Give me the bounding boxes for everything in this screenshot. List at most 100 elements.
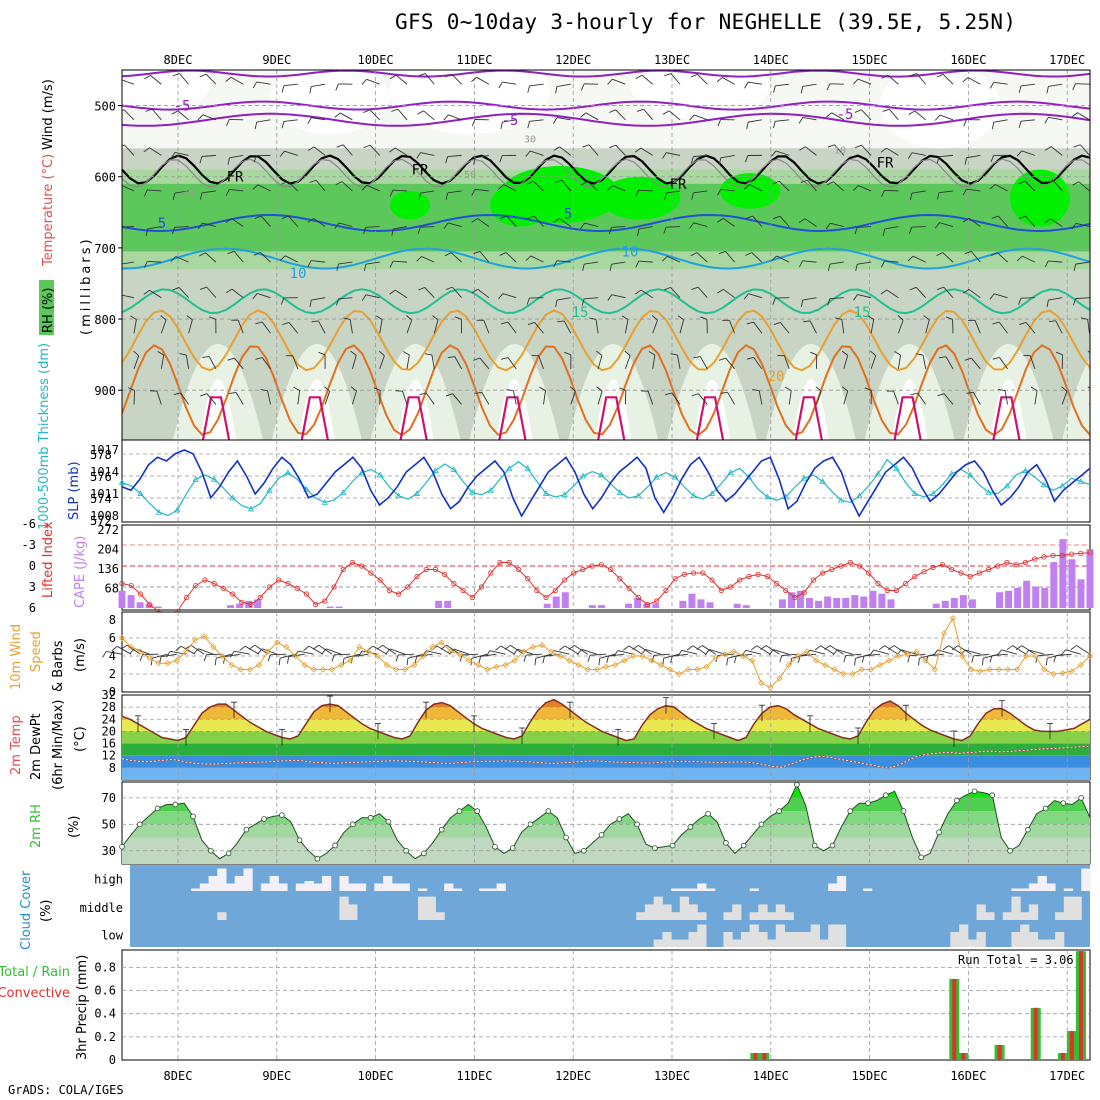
wind-speed-point [749,657,756,664]
precip-tick-0.6: 0.6 [94,984,116,998]
upper-wind-barb [288,322,299,334]
wind10m-barb-flag [971,655,975,663]
wind10m-barb [608,653,625,657]
upper-wind-barb-flag [773,121,776,129]
upper-wind-barb [313,146,326,156]
wind10m-barb [937,649,954,655]
wind10m-barb-flag [534,658,537,666]
upper-wind-barb-flag [391,108,399,112]
upper-wind-barb [612,185,626,192]
upper-wind-barb-flag [118,227,120,234]
rh-point [634,821,640,828]
upper-wind-barb-flag [716,189,722,196]
wind-speed-point [456,651,463,658]
run-total-label: Run Total = 3.06 [958,953,1074,967]
wind10m-barb-flag [257,648,263,655]
wind-speed-point [283,643,290,651]
upper-wind-barb [1050,146,1063,156]
cape-bar [697,599,705,608]
cloud-bar-low [697,924,707,947]
upper-wind-barb-flag [336,298,339,306]
upper-wind-barb-flag [527,85,531,93]
cape-bar [887,599,895,608]
thickness-point [653,473,660,480]
upper-wind-barb [133,319,137,334]
li-point [312,601,319,608]
contour-30 [597,396,626,440]
wind-speed-point [301,661,308,669]
cape-bar [634,597,642,608]
pressure-tick-800: 800 [94,313,116,327]
cloud-bar-low [679,939,690,947]
wind10m-barb [398,653,415,656]
rh-point [865,800,871,806]
upper-wind-barb [529,119,544,122]
cloud-bar-high [269,876,279,891]
upper-wind-barb [556,260,571,263]
upper-wind-barb-flag [255,321,263,325]
li-tick--3: -3 [22,538,36,552]
upper-wind-barb-flag [908,226,913,234]
bottom-date-12dec: 12DEC [555,1069,591,1083]
cloud-bar-high [444,883,454,891]
thickness-point [284,469,292,476]
upper-wind-barb-flag [419,392,427,396]
wind10m-barb [672,653,689,657]
rh-point [829,842,836,849]
upper-wind-barb-flag [255,357,263,360]
upper-wind-barb [297,390,301,405]
wind-speed-point [566,657,573,664]
li-point [248,601,254,608]
cape-bar [444,600,452,608]
upper-wind-barb [379,319,383,334]
upper-wind-barb [421,256,435,263]
wind10m-barb [279,653,296,659]
wind-speed-point [730,648,737,655]
wind-speed-point [210,643,217,651]
upper-wind-barb [452,393,462,405]
cloud-bar-high [1028,883,1039,891]
wind10m-barb [198,648,214,655]
thickness-point [966,471,974,478]
upper-wind-barb [834,144,845,156]
wind10m-barb-flag [485,650,491,657]
upper-wind-barb [338,297,353,300]
upper-wind-barb-flag [945,316,953,320]
wind10m-barb [152,653,168,659]
upper-wind-barb [693,154,708,158]
rh-point [190,813,196,820]
upper-wind-barb-flag [309,300,312,308]
wind-speed-point [648,657,655,664]
wind-speed-point [995,666,1002,673]
wind-speed-point [173,657,180,664]
upper-wind-barb-flag [743,293,749,300]
upper-wind-barb-flag [569,386,576,392]
cloud-bar-high [863,888,873,891]
upper-wind-barb-flag [225,76,232,82]
cape-bar [625,603,633,608]
upper-wind-barb-flag [471,288,478,294]
wind10m-barb-flag [869,649,875,656]
upper-wind-barb [151,108,162,121]
bottom-date-9dec: 9DEC [262,1069,291,1083]
upper-wind-barb [512,390,517,405]
upper-wind-barb-flag [909,73,917,77]
wind-speed-point [155,660,162,667]
li-point [875,580,881,587]
cape-bar [597,605,605,608]
wind10m-barb-flag [214,658,217,666]
upper-wind-barb-flag [443,114,449,121]
upper-wind-barb-flag [634,147,642,153]
upper-wind-barb-flag [1080,317,1088,320]
wind10m-barb-flag [797,655,801,663]
rh-point [723,840,729,846]
li-point [534,587,540,594]
upper-wind-barb-flag [670,353,678,356]
li-point [285,580,291,587]
wind-speed-point [675,670,683,678]
cape-bar [733,603,741,608]
wind-speed-point [949,615,957,622]
li-point [405,584,411,590]
